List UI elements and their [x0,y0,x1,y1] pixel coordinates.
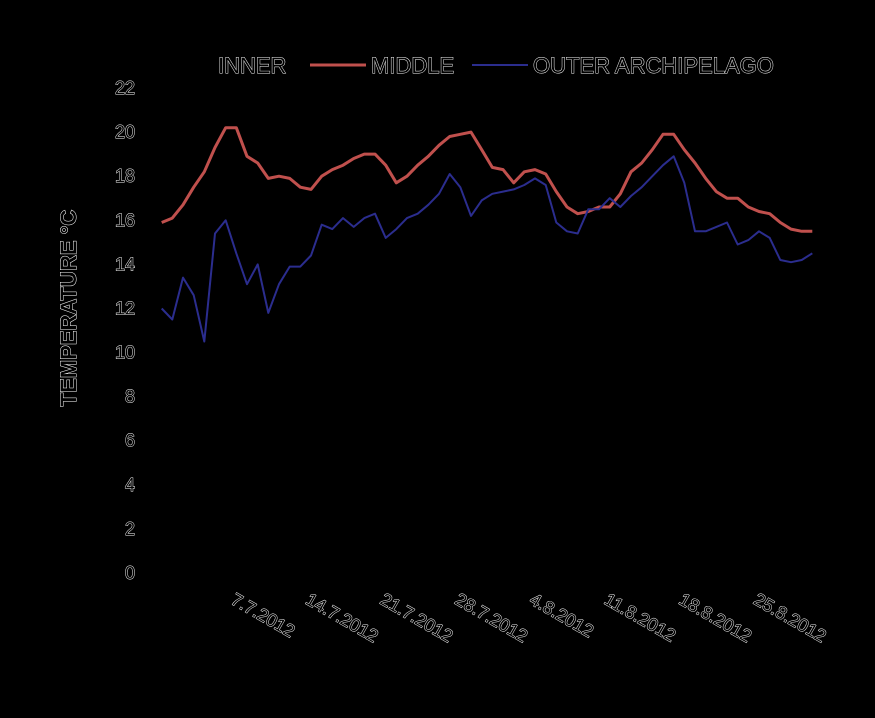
y-tick-label: 16 [115,210,135,230]
y-tick-label: 4 [125,475,135,495]
y-tick-label: 2 [125,519,135,539]
y-tick-label: 14 [115,254,135,274]
y-tick-label: 18 [115,166,135,186]
legend-label: MIDDLE [371,53,454,78]
y-tick-label: 8 [125,387,135,407]
x-tick-label: 25.8.2012 [750,589,829,646]
series-line-inner [160,93,813,239]
y-tick-label: 22 [115,78,135,98]
legend-label: INNER [218,53,286,78]
y-tick-label: 0 [125,563,135,583]
x-tick-label: 14.7.2012 [302,589,381,646]
y-tick-label: 20 [115,122,135,142]
legend: INNER MIDDLE OUTER ARCHIPELAGO [156,53,774,78]
x-tick-label: 11.8.2012 [601,589,679,646]
series-line-outer-archipelago [160,155,813,343]
x-tick-label: 28.7.2012 [452,589,531,646]
series-lines [160,93,813,343]
y-tick-label: 6 [125,431,135,451]
x-tick-label: 18.8.2012 [676,589,755,646]
x-tick-label: 4.8.2012 [526,589,597,641]
y-tick-label: 12 [115,298,135,318]
legend-label: OUTER ARCHIPELAGO [533,53,774,78]
x-tick-label: 7.7.2012 [228,589,299,641]
series-line-middle [161,126,813,233]
y-tick-label: 10 [115,343,135,363]
x-axis-ticks: 7.7.2012 14.7.201221.7.201228.7.20124.8.2… [150,573,830,647]
y-axis-title: TEMPERATURE °C [56,210,81,407]
x-tick-label: 21.7.2012 [377,589,456,646]
y-axis-ticks: 0 2 4 6 8 10 12 14 16 18 20 22 [115,78,151,583]
